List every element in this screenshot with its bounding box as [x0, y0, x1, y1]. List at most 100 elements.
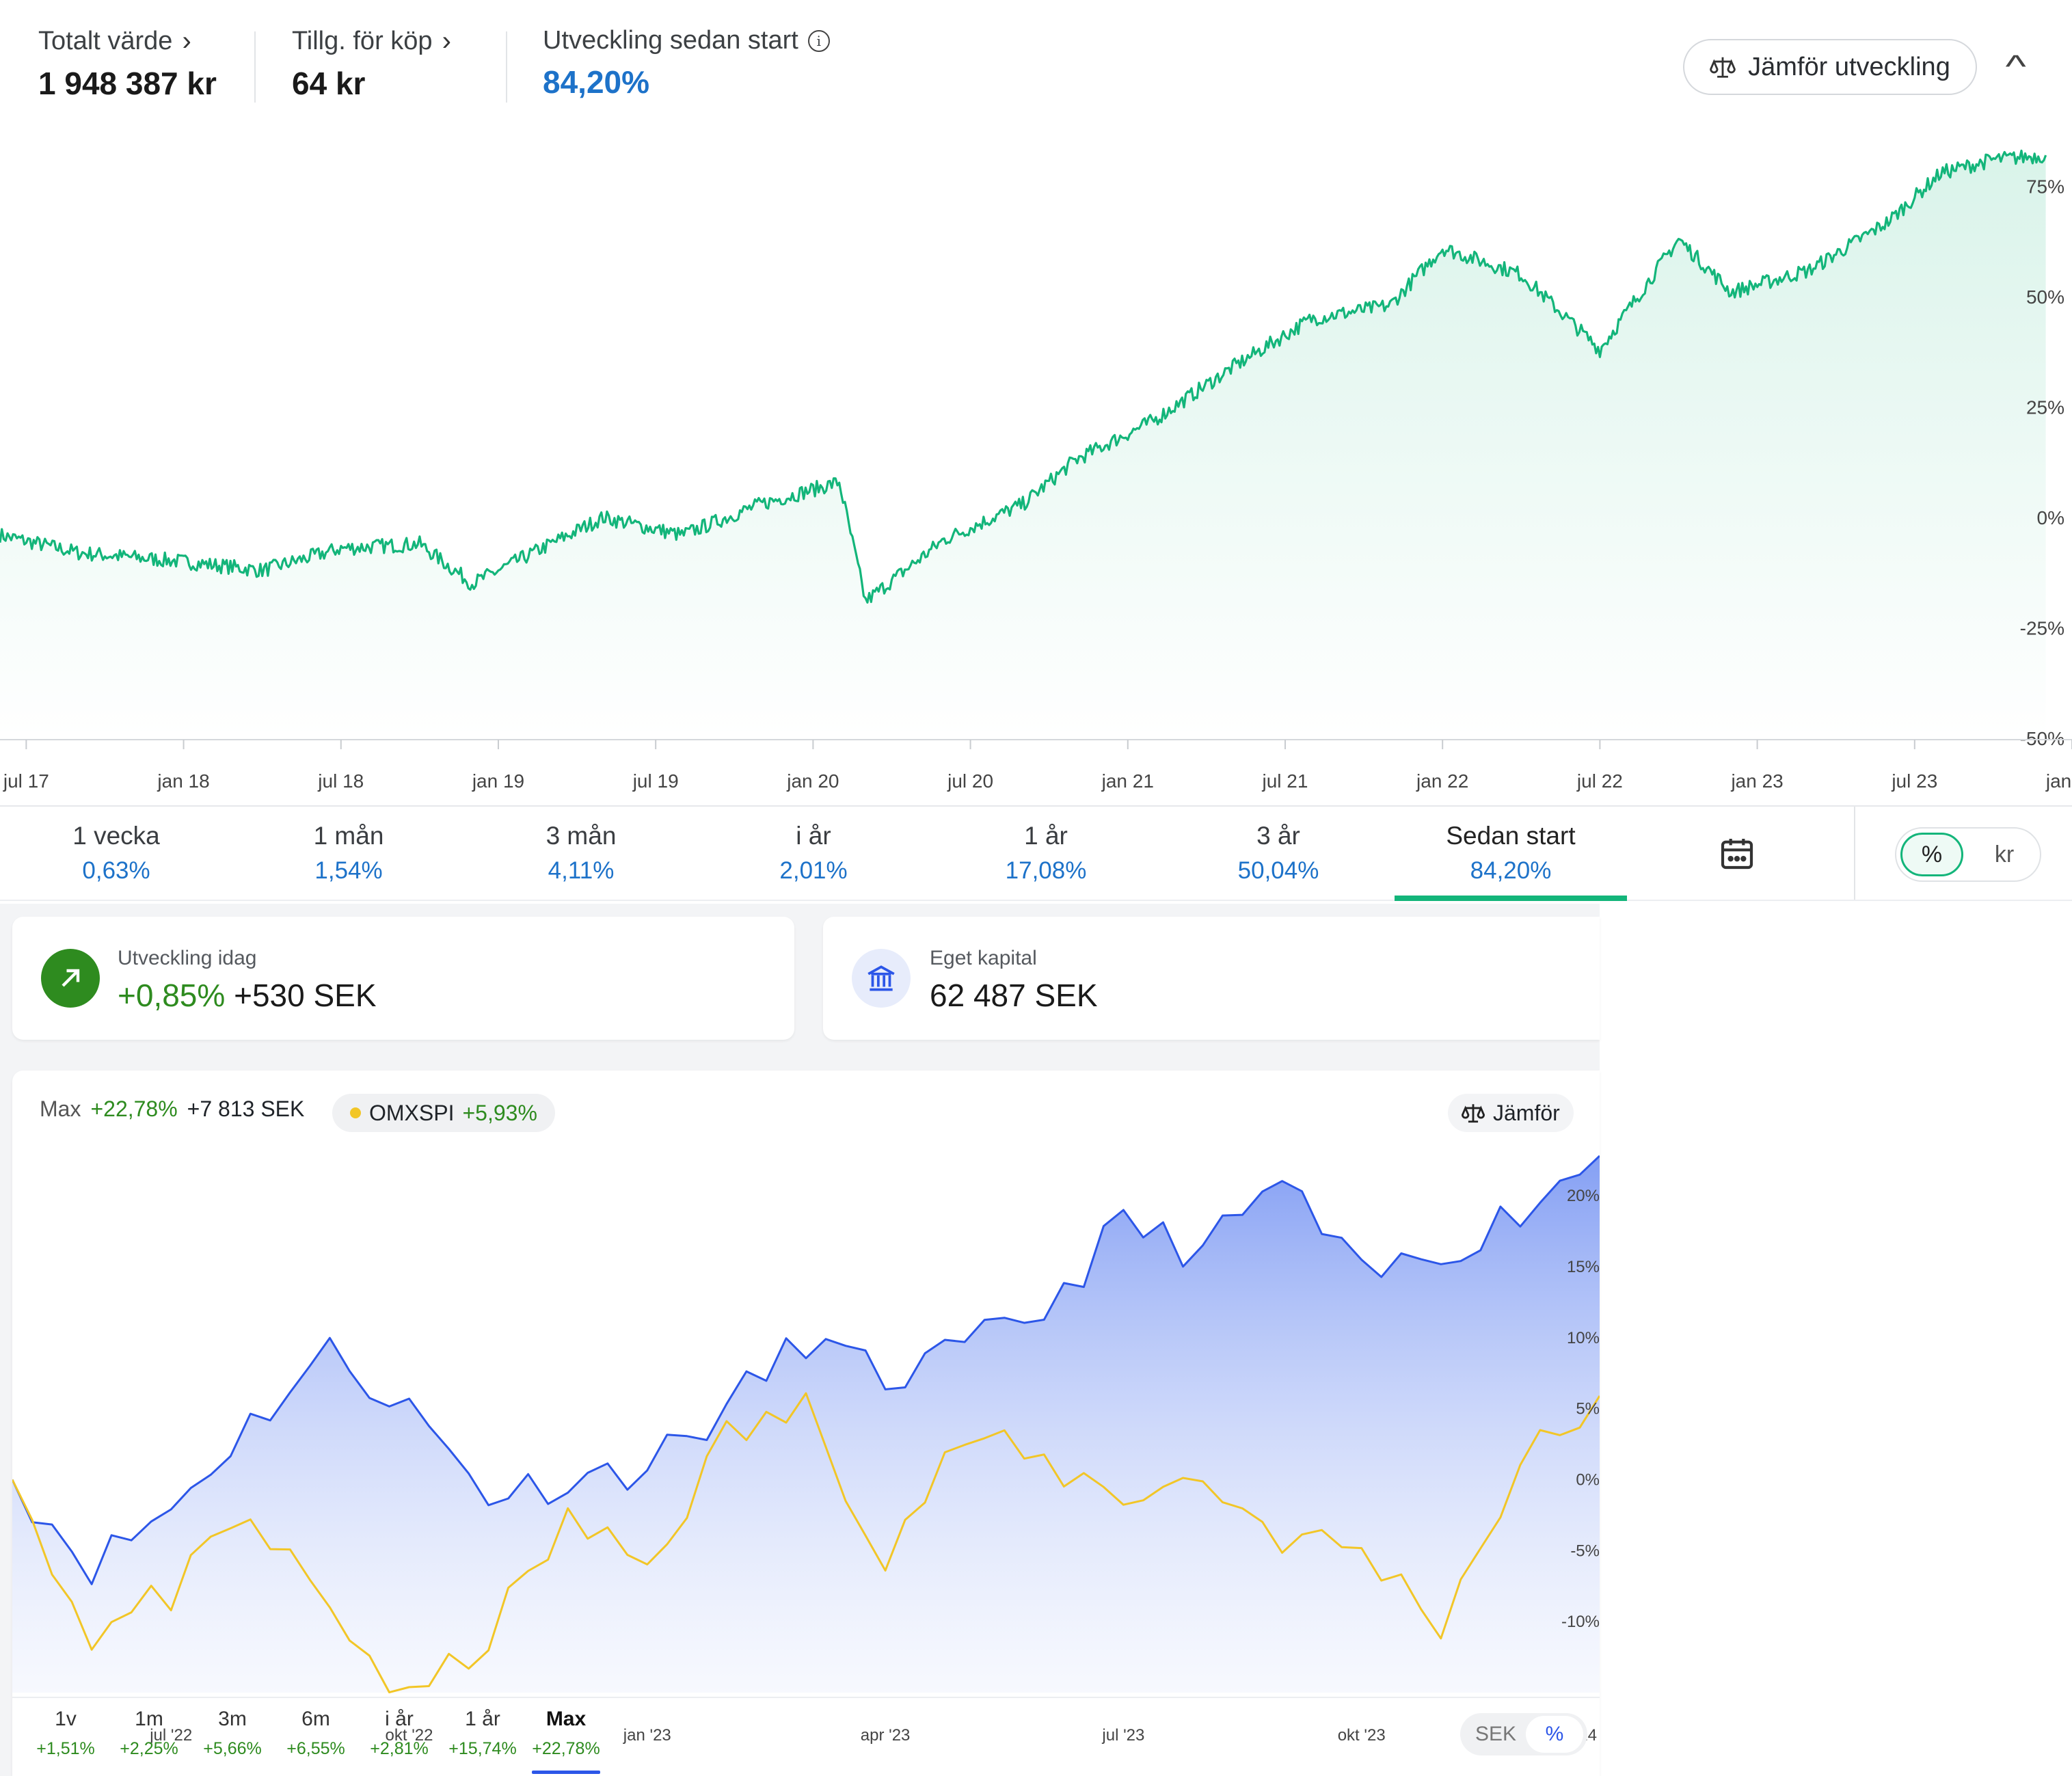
total-value-label: Totalt värde [38, 27, 173, 55]
y-tick-label: 0% [2037, 507, 2064, 528]
sub-unit-percent-option[interactable]: % [1526, 1716, 1583, 1753]
max-amount: +7 813 SEK [187, 1096, 305, 1121]
development-block: Utveckling sedan start i 84,20% [543, 26, 830, 100]
calendar-icon[interactable] [1718, 834, 1756, 872]
period-tab[interactable]: 1 år 17,08% [930, 807, 1162, 900]
period-tab[interactable]: 1 vecka 0,63% [0, 807, 232, 900]
period-selector: 1 vecka 0,63% 1 mån 1,54% 3 mån 4,11% i år 2,01… [0, 805, 2072, 901]
y-tick-label: -50% [2020, 728, 2064, 749]
chevron-up-icon[interactable]: ^ [2005, 49, 2026, 84]
max-summary: Max +22,78% +7 813 SEK [40, 1096, 304, 1122]
x-tick-label: jan 22 [1416, 770, 1468, 792]
portfolio-area [12, 1155, 1600, 1693]
x-tick-label: okt '22 [386, 1726, 433, 1745]
sub-period-tab[interactable]: 1 år +15,74% [442, 1708, 524, 1759]
period-tab[interactable]: 3 mån 4,11% [465, 807, 697, 900]
period-tab-value: 1,54% [314, 857, 383, 884]
compare-label: Jämför [1493, 1100, 1560, 1125]
x-tick-label: jan 23 [1730, 770, 1783, 792]
y-tick-label: 10% [1567, 1329, 1600, 1347]
sub-period-selector: 1v +1,51% 1m +2,25% 3m +5,66% 6m +6,55% i år +2,8… [12, 1708, 764, 1776]
sub-unit-toggle[interactable]: SEK % [1460, 1713, 1587, 1755]
index-compare-chip[interactable]: OMXSPI +5,93% [332, 1094, 555, 1132]
y-tick-label: 5% [1576, 1400, 1600, 1418]
x-tick-label: jul '23 [1101, 1726, 1144, 1745]
period-tab-label: 3 mån [546, 822, 617, 850]
today-development-card[interactable]: Utveckling idag +0,85% +530 SEK [12, 917, 794, 1040]
today-amount: +530 SEK [234, 978, 377, 1013]
sub-unit-currency-option[interactable]: SEK [1475, 1723, 1517, 1745]
sub-period-value: +1,51% [36, 1739, 95, 1758]
sub-period-divider [12, 1697, 1600, 1698]
equity-card[interactable]: Eget kapital 62 487 SEK [823, 917, 1600, 1040]
unit-toggle[interactable]: % kr [1895, 827, 2041, 882]
sub-period-tab[interactable]: 3m +5,66% [191, 1708, 273, 1759]
today-development-label: Utveckling idag [118, 947, 257, 969]
period-tab[interactable]: 3 år 50,04% [1162, 807, 1395, 900]
compare-development-button[interactable]: Jämför utveckling [1683, 39, 1977, 95]
header-divider [506, 31, 507, 103]
unit-currency-option[interactable]: kr [1994, 841, 2015, 867]
info-icon[interactable]: i [807, 29, 830, 52]
unit-divider [1854, 807, 1855, 900]
x-tick-label: jul 17 [3, 770, 49, 792]
scale-icon [1710, 57, 1736, 78]
x-tick-label: apr '23 [861, 1726, 911, 1745]
x-tick-label: jan '23 [623, 1726, 671, 1745]
sub-period-tab[interactable]: 6m +6,55% [275, 1708, 357, 1759]
y-tick-label: 15% [1567, 1258, 1600, 1276]
sub-period-label: i år [385, 1708, 414, 1730]
period-tab-label: i år [796, 822, 831, 850]
period-tab-value: 0,63% [82, 857, 150, 884]
max-label: Max [40, 1096, 81, 1121]
available-label-row: Tillg. för köp › [292, 26, 451, 57]
x-tick-label: jul '22 [149, 1726, 192, 1745]
header-divider [254, 31, 256, 103]
trend-up-icon [41, 949, 100, 1008]
x-tick-label: jul 22 [1576, 770, 1623, 792]
omxspi-line [12, 1392, 1600, 1694]
chevron-right-icon: › [442, 26, 451, 56]
y-tick-label: -10% [1561, 1613, 1600, 1631]
x-tick-label: jan 18 [157, 770, 209, 792]
x-tick-label: jul 21 [1262, 770, 1308, 792]
sub-period-value: +22,78% [532, 1739, 600, 1758]
equity-value: 62 487 SEK [930, 978, 1098, 1013]
x-tick-label: jan 21 [1101, 770, 1154, 792]
sub-period-value: +2,25% [120, 1739, 178, 1758]
available-block[interactable]: Tillg. för köp › 64 kr [292, 26, 451, 102]
sub-period-tab[interactable]: 1m +2,25% [108, 1708, 190, 1759]
total-value: 1 948 387 kr [38, 66, 217, 101]
x-tick-label: okt '23 [1338, 1726, 1386, 1745]
sub-period-value: +15,74% [448, 1739, 517, 1758]
period-tab-value: 17,08% [1005, 857, 1087, 884]
sub-period-tab[interactable]: i år +2,81% [358, 1708, 440, 1759]
max-percent: +22,78% [90, 1096, 178, 1121]
x-tick-label: jan 24 [2045, 770, 2072, 792]
sub-period-label: Max [546, 1708, 587, 1730]
sub-period-value: +5,66% [203, 1739, 262, 1758]
portfolio-development-chart: 75% 50% 25% 0% -25% -50% jul 17 jan 18 jul 18 ja… [0, 149, 2072, 792]
compare-button[interactable]: Jämför [1448, 1094, 1574, 1132]
x-tick-label: jan 20 [786, 770, 839, 792]
chevron-right-icon: › [182, 26, 191, 56]
period-tab-value: 2,01% [779, 857, 848, 884]
x-tick-label: jul 18 [317, 770, 364, 792]
period-tab[interactable]: i år 2,01% [697, 807, 930, 900]
period-tab-value: 4,11% [548, 857, 615, 884]
x-tick-label: jan 19 [472, 770, 524, 792]
development-chart-card: Max +22,78% +7 813 SEK OMXSPI +5,93% Jäm… [12, 1071, 1600, 1776]
period-tab[interactable]: 1 mån 1,54% [232, 807, 465, 900]
equity-label: Eget kapital [930, 947, 1037, 969]
unit-percent-option[interactable]: % [1900, 833, 1963, 876]
sub-period-value: +6,55% [286, 1739, 345, 1758]
sub-period-tab[interactable]: Max +22,78% [525, 1708, 607, 1774]
total-value-block[interactable]: Totalt värde › 1 948 387 kr [38, 26, 217, 102]
sub-period-tab[interactable]: 1v +1,51% [25, 1708, 107, 1759]
period-tab-label: 3 år [1256, 822, 1300, 850]
sub-development-chart: 20% 15% 10% 5% 0% -5% -10% jul '22 okt '22 jan '… [12, 1155, 1600, 1745]
period-tab[interactable]: Sedan start 84,20% [1395, 807, 1627, 901]
y-tick-label: -25% [2020, 617, 2064, 638]
development-value: 84,20% [543, 64, 650, 100]
sub-period-label: 6m [301, 1708, 330, 1730]
